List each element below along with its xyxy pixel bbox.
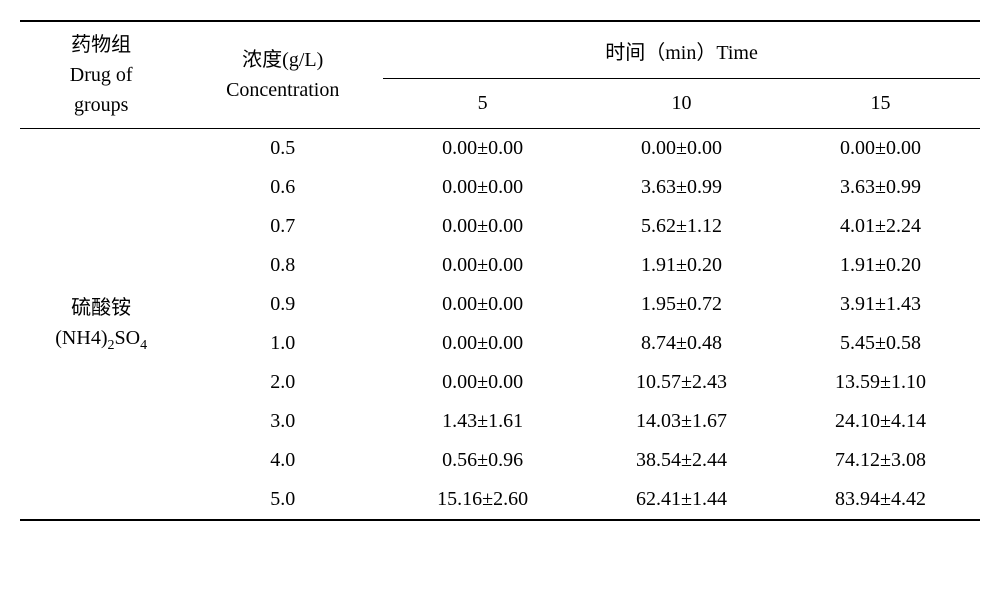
- header-drug-group: 药物组 Drug of groups: [20, 21, 182, 128]
- cell-t15: 74.12±3.08: [781, 441, 980, 480]
- cell-conc: 5.0: [182, 480, 383, 520]
- cell-t5: 0.00±0.00: [383, 324, 582, 363]
- cell-t15: 4.01±2.24: [781, 207, 980, 246]
- header-drug-group-cn: 药物组: [71, 34, 131, 56]
- header-drug-group-en2: groups: [74, 94, 128, 116]
- cell-t5: 0.56±0.96: [383, 441, 582, 480]
- header-concentration-en: Concentration: [226, 79, 339, 101]
- header-drug-group-en1: Drug of: [70, 64, 133, 86]
- cell-t5: 0.00±0.00: [383, 168, 582, 207]
- cell-t10: 14.03±1.67: [582, 402, 781, 441]
- formula-sub2: 4: [140, 338, 147, 353]
- cell-conc: 0.9: [182, 285, 383, 324]
- cell-t10: 1.91±0.20: [582, 246, 781, 285]
- cell-t15: 3.63±0.99: [781, 168, 980, 207]
- header-time-5: 5: [383, 79, 582, 128]
- cell-conc: 0.8: [182, 246, 383, 285]
- cell-t10: 3.63±0.99: [582, 168, 781, 207]
- cell-t15: 1.91±0.20: [781, 246, 980, 285]
- cell-t10: 10.57±2.43: [582, 363, 781, 402]
- cell-t15: 5.45±0.58: [781, 324, 980, 363]
- cell-conc: 0.5: [182, 129, 383, 169]
- cell-t5: 0.00±0.00: [383, 207, 582, 246]
- header-concentration-cn: 浓度(g/L): [242, 49, 323, 71]
- header-time-10: 10: [582, 79, 781, 128]
- cell-t10: 5.62±1.12: [582, 207, 781, 246]
- cell-t5: 15.16±2.60: [383, 480, 582, 520]
- cell-t5: 0.00±0.00: [383, 363, 582, 402]
- formula-prefix: (NH4): [55, 327, 107, 349]
- cell-t15: 13.59±1.10: [781, 363, 980, 402]
- cell-conc: 4.0: [182, 441, 383, 480]
- cell-t5: 0.00±0.00: [383, 285, 582, 324]
- cell-t10: 1.95±0.72: [582, 285, 781, 324]
- cell-t10: 38.54±2.44: [582, 441, 781, 480]
- data-table: 药物组 Drug of groups 浓度(g/L) Concentration…: [20, 20, 980, 521]
- cell-t5: 0.00±0.00: [383, 246, 582, 285]
- cell-conc: 1.0: [182, 324, 383, 363]
- drug-group-cell: 硫酸铵 (NH4)2SO4: [20, 129, 182, 521]
- cell-conc: 0.7: [182, 207, 383, 246]
- drug-label-formula: (NH4)2SO4: [55, 327, 147, 349]
- cell-conc: 3.0: [182, 402, 383, 441]
- cell-t15: 3.91±1.43: [781, 285, 980, 324]
- drug-label-cn: 硫酸铵: [71, 297, 131, 319]
- table-body: 硫酸铵 (NH4)2SO4 0.5 0.00±0.00 0.00±0.00 0.…: [20, 129, 980, 521]
- cell-conc: 2.0: [182, 363, 383, 402]
- table-row: 硫酸铵 (NH4)2SO4 0.5 0.00±0.00 0.00±0.00 0.…: [20, 129, 980, 169]
- cell-t5: 1.43±1.61: [383, 402, 582, 441]
- cell-t10: 62.41±1.44: [582, 480, 781, 520]
- header-time-15: 15: [781, 79, 980, 128]
- cell-t15: 83.94±4.42: [781, 480, 980, 520]
- header-concentration: 浓度(g/L) Concentration: [182, 21, 383, 128]
- cell-conc: 0.6: [182, 168, 383, 207]
- header-time-label: 时间（min）Time: [383, 21, 980, 79]
- cell-t5: 0.00±0.00: [383, 129, 582, 169]
- formula-suffix: SO: [114, 327, 140, 349]
- cell-t15: 0.00±0.00: [781, 129, 980, 169]
- cell-t10: 0.00±0.00: [582, 129, 781, 169]
- cell-t10: 8.74±0.48: [582, 324, 781, 363]
- cell-t15: 24.10±4.14: [781, 402, 980, 441]
